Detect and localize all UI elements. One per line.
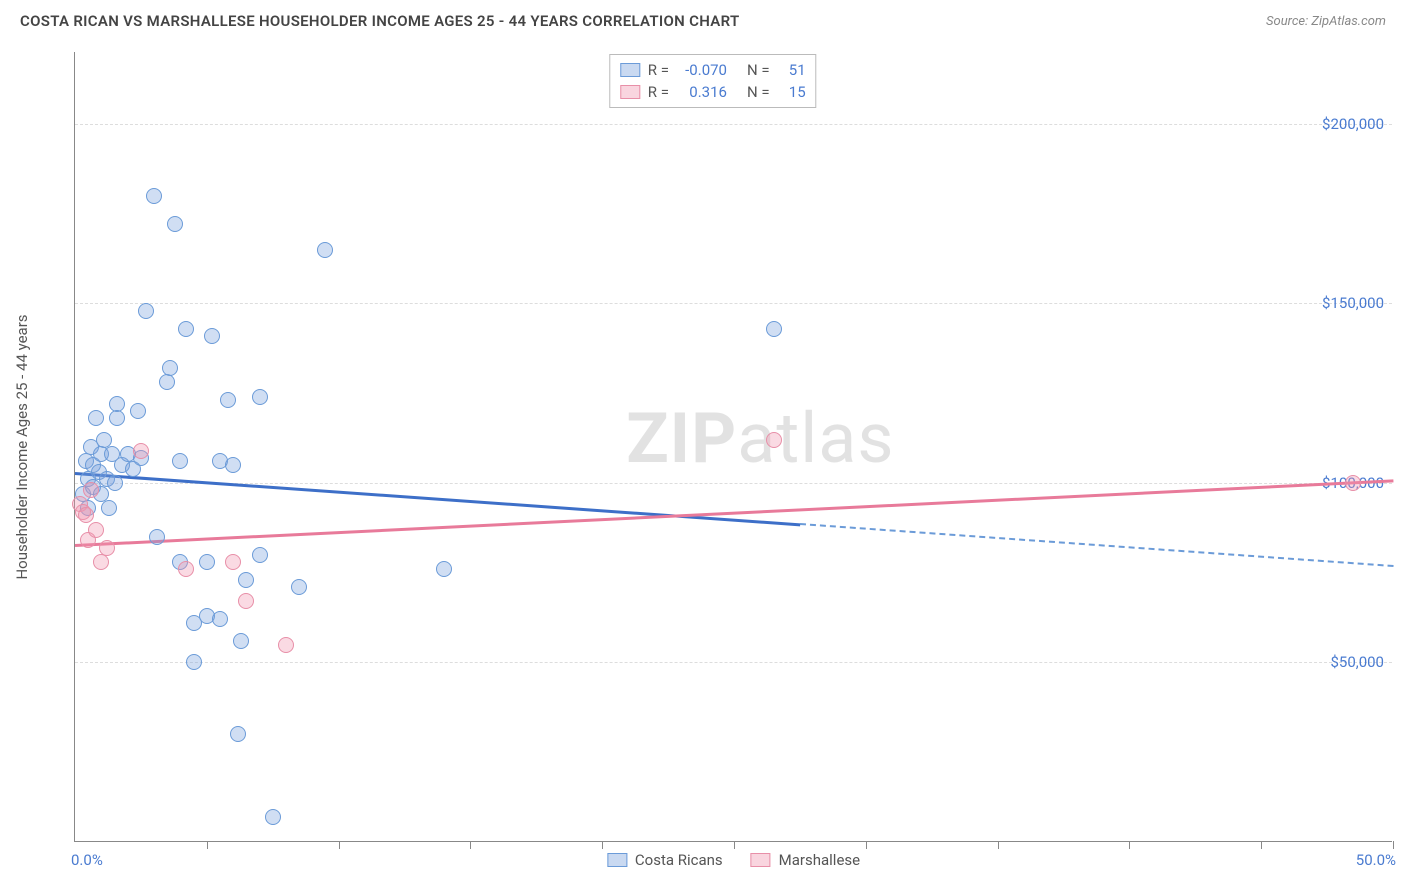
watermark: ZIPatlas [626, 397, 894, 479]
x-tick [602, 841, 603, 849]
point-marshallese [88, 522, 104, 538]
point-marshallese [93, 554, 109, 570]
point-marshallese [178, 561, 194, 577]
x-tick [734, 841, 735, 849]
point-costa-rican [199, 554, 215, 570]
x-tick [866, 841, 867, 849]
legend-item: Marshallese [751, 851, 860, 869]
point-costa-rican [265, 809, 281, 825]
point-marshallese [133, 443, 149, 459]
x-tick [339, 841, 340, 849]
point-costa-rican [130, 403, 146, 419]
watermark-light: atlas [737, 397, 894, 479]
point-costa-rican [436, 561, 452, 577]
x-axis-min-label: 0.0% [71, 851, 103, 869]
r-label: R = [648, 83, 669, 101]
point-costa-rican [252, 547, 268, 563]
x-tick [1129, 841, 1130, 849]
point-costa-rican [178, 321, 194, 337]
plot-region: ZIPatlas R =-0.070N =51R =0.316N =15 Cos… [74, 52, 1392, 842]
x-tick [470, 841, 471, 849]
point-marshallese [1345, 475, 1361, 491]
point-costa-rican [766, 321, 782, 337]
legend-label: Costa Ricans [635, 851, 723, 869]
point-costa-rican [230, 726, 246, 742]
legend-label: Marshallese [779, 851, 860, 869]
point-marshallese [78, 507, 94, 523]
point-costa-rican [252, 389, 268, 405]
point-costa-rican [233, 633, 249, 649]
y-axis-label: Householder Income Ages 25 - 44 years [13, 314, 31, 579]
chart-title: COSTA RICAN VS MARSHALLESE HOUSEHOLDER I… [20, 12, 739, 30]
point-costa-rican [101, 500, 117, 516]
x-tick [207, 841, 208, 849]
point-costa-rican [138, 303, 154, 319]
y-tick-label: $150,000 [1322, 294, 1384, 312]
trend-line [75, 479, 1393, 546]
point-costa-rican [212, 611, 228, 627]
legend-item: Costa Ricans [607, 851, 723, 869]
y-tick-label: $50,000 [1330, 653, 1384, 671]
point-marshallese [238, 593, 254, 609]
gridline [75, 303, 1392, 304]
n-value: 51 [778, 61, 806, 79]
point-costa-rican [238, 572, 254, 588]
x-tick [1393, 841, 1394, 849]
watermark-bold: ZIP [626, 397, 737, 479]
point-costa-rican [109, 410, 125, 426]
x-axis-max-label: 50.0% [1356, 851, 1396, 869]
point-marshallese [83, 482, 99, 498]
legend-swatch [620, 63, 640, 77]
point-costa-rican [88, 410, 104, 426]
point-costa-rican [204, 328, 220, 344]
gridline [75, 662, 1392, 663]
y-tick-label: $200,000 [1322, 115, 1384, 133]
point-marshallese [225, 554, 241, 570]
point-costa-rican [149, 529, 165, 545]
point-costa-rican [107, 475, 123, 491]
chart-area: Householder Income Ages 25 - 44 years ZI… [52, 52, 1392, 842]
trend-line [800, 523, 1393, 567]
r-label: R = [648, 61, 669, 79]
x-tick [1261, 841, 1262, 849]
legend-swatch [751, 853, 771, 867]
point-marshallese [766, 432, 782, 448]
r-value: -0.070 [677, 61, 727, 79]
gridline [75, 483, 1392, 484]
n-label: N = [747, 83, 770, 101]
point-costa-rican [291, 579, 307, 595]
stats-legend-row: R = 0.316 N = 15 [620, 81, 806, 103]
trend-line [75, 472, 800, 526]
point-costa-rican [225, 457, 241, 473]
point-costa-rican [162, 360, 178, 376]
legend-swatch [607, 853, 627, 867]
n-label: N = [747, 61, 770, 79]
stats-legend-row: R = -0.070 N = 51 [620, 59, 806, 81]
point-costa-rican [167, 216, 183, 232]
bottom-legend: Costa Ricans Marshallese [607, 851, 860, 869]
point-costa-rican [159, 374, 175, 390]
point-marshallese [278, 637, 294, 653]
point-costa-rican [317, 242, 333, 258]
stats-legend: R = -0.070 N = 51 R = 0.316 N = 15 [609, 54, 817, 108]
n-value: 15 [778, 83, 806, 101]
point-costa-rican [186, 654, 202, 670]
source-label: Source: ZipAtlas.com [1266, 14, 1386, 29]
point-costa-rican [172, 453, 188, 469]
gridline [75, 124, 1392, 125]
point-marshallese [99, 540, 115, 556]
point-costa-rican [146, 188, 162, 204]
legend-swatch [620, 85, 640, 99]
r-value: 0.316 [677, 83, 727, 101]
x-tick [998, 841, 999, 849]
point-costa-rican [220, 392, 236, 408]
